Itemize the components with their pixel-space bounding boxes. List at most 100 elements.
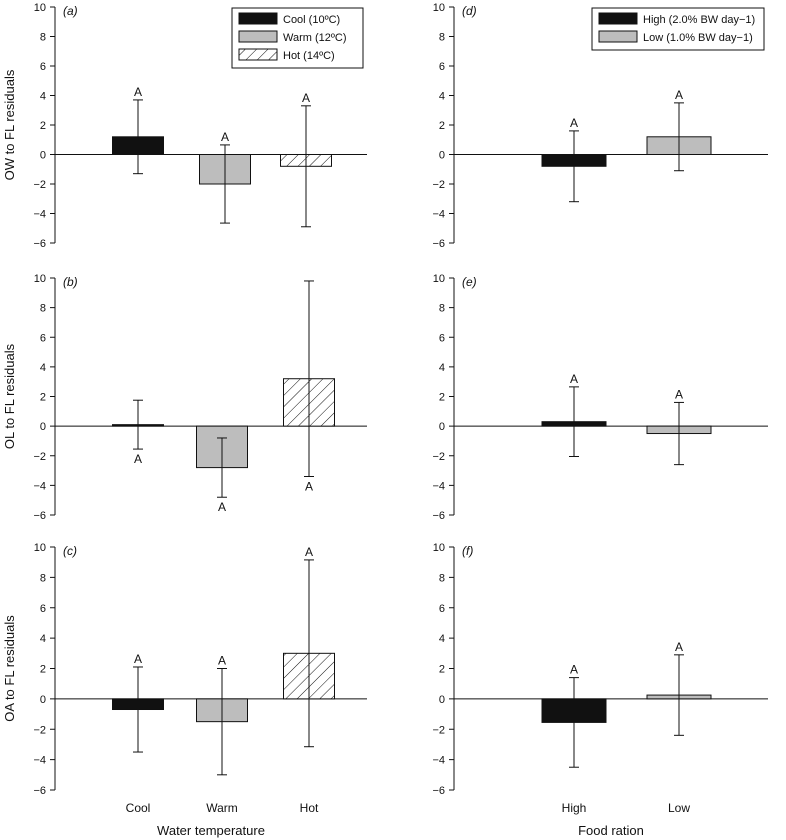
y-tick-label: −2 bbox=[33, 179, 46, 191]
panel-d: −6 −4 −2 0 2 4 6 8 10 A A (d) High (2.0% BW day−1) Lo… bbox=[432, 2, 768, 250]
y-tick-label: 10 bbox=[34, 273, 46, 285]
y-tick-label: −4 bbox=[33, 755, 46, 767]
legend-label: Low (1.0% BW day−1) bbox=[643, 32, 753, 44]
y-axis-title: OL to FL residuals bbox=[2, 343, 17, 449]
y-tick-label: −6 bbox=[33, 238, 46, 250]
x-category-label: High bbox=[562, 801, 587, 815]
y-tick-label: 4 bbox=[439, 91, 445, 103]
significance-letter: A bbox=[221, 130, 229, 144]
y-tick-label: 6 bbox=[439, 61, 445, 73]
x-category-label: Warm bbox=[206, 801, 238, 815]
x-axis-title: Food ration bbox=[578, 823, 644, 838]
y-tick-label: 6 bbox=[439, 603, 445, 615]
y-tick-label: 0 bbox=[40, 694, 46, 706]
significance-letter: A bbox=[134, 452, 142, 466]
y-tick-label: 8 bbox=[40, 572, 46, 584]
y-tick-label: 6 bbox=[40, 61, 46, 73]
y-tick-label: 10 bbox=[34, 542, 46, 554]
y-tick-label: −6 bbox=[432, 785, 445, 797]
y-tick-label: −2 bbox=[33, 451, 46, 463]
panel-b: −6 −4 −2 0 2 4 6 8 10 A A A (b) OL to FL residuals bbox=[2, 273, 367, 522]
x-category-label: Cool bbox=[126, 801, 151, 815]
panel-label: (b) bbox=[63, 275, 78, 289]
y-tick-label: 8 bbox=[439, 32, 445, 44]
y-tick-label: −2 bbox=[432, 179, 445, 191]
y-tick-label: 6 bbox=[439, 332, 445, 344]
y-tick-label: 10 bbox=[433, 273, 445, 285]
y-tick-label: −4 bbox=[33, 209, 46, 221]
y-tick-label: 4 bbox=[40, 633, 46, 645]
panel-label: (c) bbox=[63, 544, 77, 558]
y-tick-label: 0 bbox=[439, 150, 445, 162]
panel-f: −6 −4 −2 0 2 4 6 8 10 A A (f) High Low Food ration bbox=[432, 542, 768, 838]
legend-label: High (2.0% BW day−1) bbox=[643, 14, 755, 26]
y-tick-label: 0 bbox=[40, 150, 46, 162]
panel-a: −6 −4 −2 0 2 4 6 8 10 A A A (a) OW to FL residuals Coo… bbox=[2, 2, 367, 250]
significance-letter: A bbox=[570, 372, 578, 386]
panel-c: −6 −4 −2 0 2 4 6 8 10 A A A (c) OA to FL residuals Coo… bbox=[2, 542, 367, 838]
significance-letter: A bbox=[218, 654, 226, 668]
y-tick-label: −2 bbox=[432, 451, 445, 463]
significance-letter: A bbox=[134, 85, 142, 99]
significance-letter: A bbox=[675, 387, 683, 401]
y-tick-label: 4 bbox=[439, 633, 445, 645]
panel-label: (e) bbox=[462, 275, 477, 289]
significance-letter: A bbox=[134, 652, 142, 666]
y-tick-label: 4 bbox=[439, 362, 445, 374]
y-tick-label: −4 bbox=[432, 480, 445, 492]
legend-label: Hot (14ºC) bbox=[283, 50, 335, 62]
y-tick-label: −2 bbox=[33, 724, 46, 736]
y-tick-label: −4 bbox=[33, 480, 46, 492]
y-axis-title: OA to FL residuals bbox=[2, 615, 17, 722]
y-tick-label: 10 bbox=[433, 542, 445, 554]
y-tick-label: 2 bbox=[439, 392, 445, 404]
y-tick-label: −4 bbox=[432, 209, 445, 221]
significance-letter: A bbox=[218, 500, 226, 514]
x-axis-title: Water temperature bbox=[157, 823, 265, 838]
x-category-label: Low bbox=[668, 801, 690, 815]
y-tick-label: 8 bbox=[439, 572, 445, 584]
y-tick-label: 0 bbox=[439, 421, 445, 433]
y-tick-label: 2 bbox=[40, 120, 46, 132]
y-tick-label: 2 bbox=[40, 664, 46, 676]
x-category-label: Hot bbox=[300, 801, 319, 815]
significance-letter: A bbox=[570, 663, 578, 677]
panel-label: (f) bbox=[462, 544, 473, 558]
panel-label: (d) bbox=[462, 4, 477, 18]
y-tick-label: 2 bbox=[439, 664, 445, 676]
y-tick-label: 2 bbox=[40, 392, 46, 404]
y-tick-label: 10 bbox=[34, 2, 46, 14]
panel-label: (a) bbox=[63, 4, 78, 18]
y-tick-label: −6 bbox=[432, 510, 445, 522]
y-tick-label: 2 bbox=[439, 120, 445, 132]
legend-label: Cool (10ºC) bbox=[283, 14, 340, 26]
legend-swatch-gray bbox=[238, 30, 278, 43]
significance-letter: A bbox=[305, 545, 313, 559]
y-tick-label: −6 bbox=[33, 510, 46, 522]
y-axis-title: OW to FL residuals bbox=[2, 69, 17, 180]
significance-letter: A bbox=[305, 479, 313, 493]
y-tick-label: 6 bbox=[40, 603, 46, 615]
y-tick-label: −6 bbox=[33, 785, 46, 797]
significance-letter: A bbox=[302, 91, 310, 105]
legend-swatch-gray bbox=[598, 30, 638, 43]
significance-letter: A bbox=[675, 640, 683, 654]
legend-swatch-black bbox=[238, 12, 278, 25]
y-tick-label: 4 bbox=[40, 362, 46, 374]
significance-letter: A bbox=[570, 116, 578, 130]
y-tick-label: −4 bbox=[432, 755, 445, 767]
y-tick-label: 4 bbox=[40, 91, 46, 103]
y-tick-label: 8 bbox=[40, 32, 46, 44]
y-tick-label: −2 bbox=[432, 724, 445, 736]
y-tick-label: 10 bbox=[433, 2, 445, 14]
y-tick-label: 6 bbox=[40, 332, 46, 344]
significance-letter: A bbox=[675, 88, 683, 102]
y-tick-label: 8 bbox=[40, 303, 46, 315]
y-tick-label: −6 bbox=[432, 238, 445, 250]
legend-swatch-hatch bbox=[238, 48, 278, 61]
y-tick-label: 0 bbox=[40, 421, 46, 433]
y-tick-label: 0 bbox=[439, 694, 445, 706]
legend-swatch-black bbox=[598, 12, 638, 25]
y-tick-label: 8 bbox=[439, 303, 445, 315]
